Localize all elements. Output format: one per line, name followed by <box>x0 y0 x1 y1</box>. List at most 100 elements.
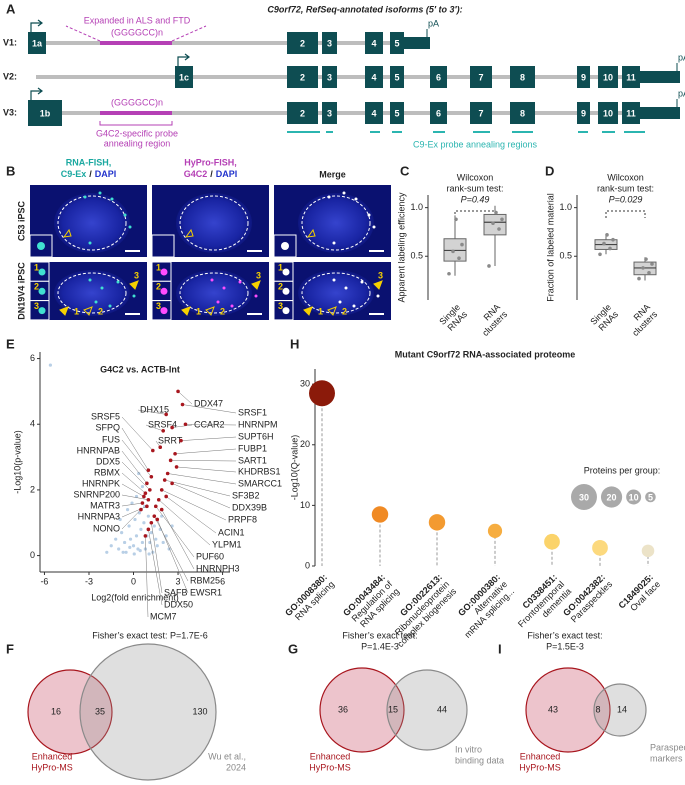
venn-label: Enhanced <box>520 751 561 761</box>
y-tick-label: 0 <box>305 560 310 570</box>
exon-label: 8 <box>520 72 525 82</box>
arrowhead <box>62 228 72 238</box>
point <box>487 264 491 268</box>
significance-bracket <box>605 210 646 218</box>
probe-region <box>473 131 490 133</box>
venn-count: 130 <box>192 706 207 716</box>
point <box>159 507 164 512</box>
polya-label: pA <box>678 88 685 98</box>
exon-label: 5 <box>394 108 399 118</box>
fish-dot <box>98 191 102 195</box>
probe-bracket <box>99 121 173 126</box>
header-probe: C9-Ex <box>61 169 87 179</box>
arrowhead <box>251 280 261 290</box>
x-tick-label: -6 <box>40 576 48 586</box>
point <box>133 517 137 522</box>
legend-bubble <box>626 489 642 505</box>
point <box>149 520 154 525</box>
point <box>160 514 164 518</box>
probe-region <box>578 131 588 133</box>
y-tick-label: 6 <box>30 353 35 363</box>
header-sep: / <box>210 169 213 179</box>
exon <box>390 66 404 88</box>
point-label: KHDRBS1 <box>238 466 281 476</box>
exon <box>390 102 404 124</box>
point-label: EWSR1 <box>190 587 222 597</box>
exon-label: 2 <box>300 108 305 118</box>
exon <box>365 32 383 54</box>
category-label: GO:0042382:Paraspeckles <box>561 572 614 624</box>
fish-dot <box>128 225 132 229</box>
arrowhead <box>205 306 215 316</box>
isoform-name: V2: <box>3 71 17 81</box>
inset-dot <box>160 287 168 295</box>
utr <box>404 37 430 49</box>
point <box>611 237 615 242</box>
point-label: DDX5 <box>96 456 120 466</box>
repeat-region <box>100 111 172 115</box>
probe-label: annealing region <box>104 138 171 148</box>
point <box>118 517 122 522</box>
point <box>142 494 146 499</box>
point <box>48 363 52 367</box>
row-label: DN19V4 iPSC <box>16 262 26 320</box>
column-header: HyPro-FISH, <box>184 157 237 167</box>
venn-title: Fisher’s exact test: P=1.7E-6 <box>92 630 207 640</box>
arrowhead <box>303 306 313 316</box>
venn-title: Fisher’s exact test: <box>342 630 417 640</box>
exon <box>287 102 318 124</box>
callout-number: 1 <box>74 306 79 316</box>
exon-label: 1b <box>40 108 51 118</box>
nucleus <box>54 193 130 253</box>
probe-region <box>602 131 615 133</box>
point <box>491 221 495 225</box>
bubble <box>592 539 608 556</box>
exon <box>322 32 337 54</box>
leader-line <box>161 509 195 570</box>
leader-line <box>185 423 237 426</box>
exon <box>510 66 535 88</box>
venn-set <box>27 669 113 755</box>
leader-line <box>121 439 152 477</box>
y-tick-label: 1.0 <box>410 202 423 212</box>
exon-label: 1c <box>179 72 189 82</box>
leader-line <box>121 427 149 471</box>
header-probe: G4C2 <box>184 169 208 179</box>
point <box>127 524 131 528</box>
venn-count: 43 <box>548 704 558 714</box>
fish-dot <box>123 213 127 217</box>
x-tick-label: 0 <box>131 576 136 586</box>
chart-title: G4C2 vs. ACTB-Int <box>100 364 180 374</box>
legend-label: 10 <box>629 492 639 502</box>
point <box>120 530 124 535</box>
venn-count: 8 <box>595 704 600 714</box>
y-tick-label: 2 <box>30 484 35 494</box>
venn-count: 14 <box>617 704 627 714</box>
probe-region <box>624 131 645 133</box>
callout-number: 3 <box>256 270 261 280</box>
exon <box>577 66 590 88</box>
exon-label: 3 <box>327 72 332 82</box>
exon-label: 1a <box>32 38 43 48</box>
annotation: Wilcoxon <box>457 172 494 182</box>
leader-line <box>155 506 195 558</box>
point <box>145 504 149 509</box>
point <box>164 412 168 417</box>
bubble <box>544 533 560 550</box>
point <box>148 488 152 492</box>
fish-dot <box>210 278 214 282</box>
exon <box>622 66 640 88</box>
inset-dot <box>38 307 46 315</box>
panel-label: D <box>545 163 554 178</box>
point <box>637 276 641 281</box>
probe-region <box>287 131 320 133</box>
y-tick-label: 0 <box>30 550 35 560</box>
y-tick-label: 20 <box>300 439 310 449</box>
point-label: SRSF4 <box>148 419 177 429</box>
exon-label: 2 <box>300 38 305 48</box>
point <box>146 527 151 532</box>
point-label: FUBP1 <box>238 443 267 453</box>
leader-line <box>176 466 237 473</box>
